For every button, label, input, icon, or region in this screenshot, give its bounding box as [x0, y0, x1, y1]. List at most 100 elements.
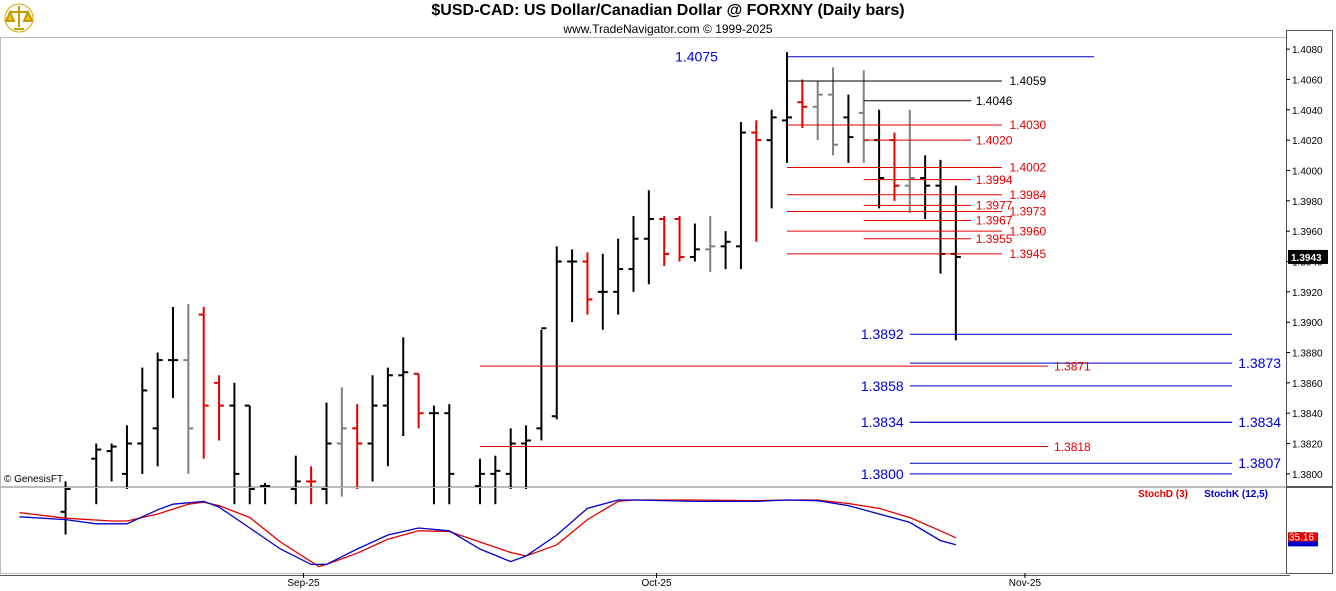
stochastic-panel: StochD (3)StochK (12,5)5035.16Sep-25Oct-… [0, 487, 1333, 589]
ohlc-bar [613, 238, 624, 315]
price-tick-label: 1.3960 [1292, 227, 1323, 238]
level-label: 1.4030 [1010, 118, 1047, 132]
ohlc-bar [904, 109, 915, 213]
ohlc-bar [475, 458, 485, 505]
ohlc-bar [521, 425, 532, 490]
price-tick-label: 1.4080 [1292, 45, 1323, 56]
level-label: 1.3871 [1054, 359, 1091, 373]
ohlc-bar [244, 404, 255, 505]
ohlc-bar [152, 352, 163, 467]
ohlc-bar [812, 80, 823, 141]
level-label: 1.3977 [976, 199, 1013, 213]
ohlc-bar [920, 155, 931, 220]
ohlc-bar [336, 387, 347, 497]
ohlc-bar [183, 303, 194, 474]
ohlc-bar [413, 372, 424, 429]
ohlc-bar [843, 94, 854, 163]
ohlc-bar [782, 52, 792, 163]
ohlc-bar [306, 466, 317, 505]
stoch-last-value: 35.16 [1289, 532, 1314, 543]
ohlc-bar [260, 482, 271, 505]
price-panel: 1.4080 1.4060 1.4040 1.4020 1.4000 1.3980 1.39… [0, 30, 1333, 535]
ohlc-bar [582, 252, 593, 315]
level-label: 1.3807 [1238, 455, 1281, 471]
legend-stochd: StochD (3) [1138, 489, 1188, 500]
stoch-series-line [19, 499, 957, 568]
stoch-series-line [19, 499, 957, 566]
ohlc-bar [106, 443, 117, 482]
ohlc-bar [137, 367, 148, 474]
price-tick-label: 1.3800 [1292, 470, 1323, 481]
level-label: 1.3945 [1010, 247, 1047, 261]
level-label: 1.3818 [1054, 440, 1091, 454]
level-label: 1.3800 [861, 466, 904, 482]
price-tick-label: 1.3980 [1292, 197, 1323, 208]
price-tick-label: 1.4000 [1292, 166, 1323, 177]
ohlc-bar [536, 327, 547, 441]
price-tick-label: 1.3900 [1292, 318, 1323, 329]
ohlc-bar [382, 367, 393, 467]
ohlc-bar [628, 215, 639, 292]
price-tick-label: 1.3920 [1292, 288, 1323, 299]
ohlc-bar [60, 481, 71, 535]
ohlc-bar [735, 121, 746, 270]
level-label: 1.4020 [976, 133, 1013, 147]
ohlc-bar [889, 132, 900, 201]
ohlc-bar [352, 404, 363, 490]
ohlc-bar [490, 455, 501, 505]
price-tick-label: 1.4060 [1292, 75, 1323, 86]
trade-navigator-logo [3, 3, 35, 33]
ohlc-bar [198, 307, 209, 459]
level-label: 1.3973 [1010, 205, 1047, 219]
ohlc-bar [705, 215, 716, 273]
ohlc-bar [674, 215, 685, 262]
ohlc-bar [505, 428, 516, 490]
level-label: 1.3892 [861, 326, 904, 342]
ohlc-bar [121, 425, 132, 490]
ohlc-bar [91, 443, 102, 505]
ohlc-bar [551, 246, 562, 420]
level-label: 1.3858 [861, 378, 904, 394]
ohlc-bar [567, 249, 578, 323]
stoch-axis-frame [1286, 487, 1333, 574]
ohlc-bar [367, 375, 378, 482]
stoch-k-tag [1288, 539, 1318, 547]
ohlc-bar [168, 307, 178, 399]
price-plot-frame [0, 37, 1287, 487]
last-price-label: 1.3943 [1291, 253, 1322, 264]
level-label: 1.3834 [1238, 414, 1281, 430]
level-label: 1.4046 [976, 94, 1013, 108]
ohlc-bar [950, 185, 961, 341]
level-label: 1.3955 [976, 232, 1013, 246]
ohlc-bar [290, 455, 301, 505]
level-label: 1.3994 [976, 173, 1013, 187]
level-label: 1.4059 [1010, 74, 1047, 88]
ohlc-bar [828, 67, 839, 156]
level-label: 1.3960 [1010, 224, 1047, 238]
price-tick-label: 1.3860 [1292, 379, 1323, 390]
chart-subtitle: www.TradeNavigator.com © 1999-2025 [563, 22, 773, 36]
x-tick-label: Nov-25 [1009, 578, 1042, 589]
copyright-label: © GenesisFT [4, 474, 64, 485]
level-label: 1.4075 [675, 49, 718, 65]
ohlc-bar [444, 404, 455, 505]
ohlc-bar [643, 190, 654, 285]
x-tick-label: Oct-25 [642, 578, 672, 589]
ohlc-bar [797, 79, 808, 129]
price-tick-label: 1.3820 [1292, 440, 1323, 451]
ohlc-bar [321, 402, 332, 505]
ohlc-bar [229, 382, 240, 505]
x-tick-label: Sep-25 [287, 578, 320, 589]
level-label: 1.3834 [861, 414, 904, 430]
ohlc-bar [720, 231, 731, 270]
price-tick-label: 1.4040 [1292, 106, 1323, 117]
level-label: 1.3873 [1238, 355, 1281, 371]
ohlc-bar [597, 253, 608, 330]
last-price-tag [1288, 249, 1328, 264]
ohlc-bar [766, 109, 777, 209]
chart-title: $USD-CAD: US Dollar/Canadian Dollar @ FO… [431, 2, 905, 19]
legend-stochk: StochK (12,5) [1204, 489, 1268, 500]
stoch-d-tag [1288, 532, 1318, 542]
ohlc-bar [398, 337, 409, 436]
